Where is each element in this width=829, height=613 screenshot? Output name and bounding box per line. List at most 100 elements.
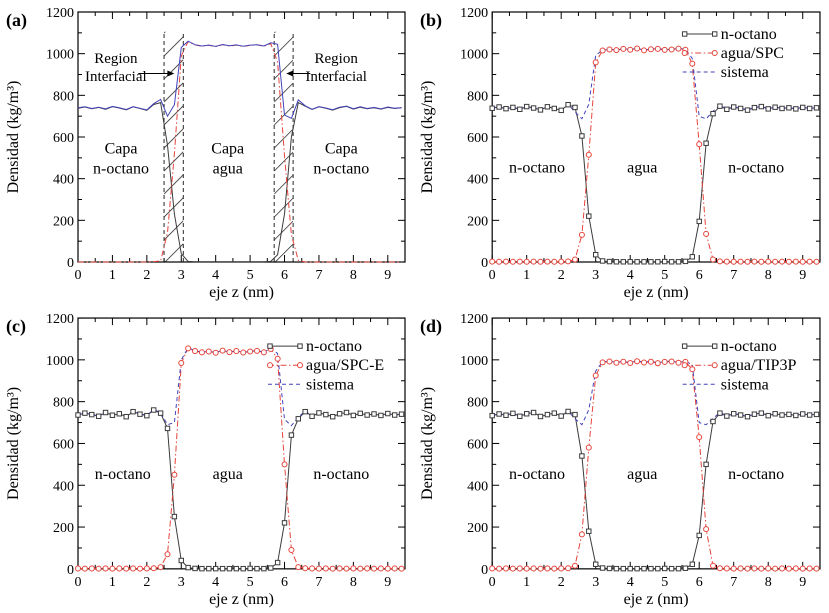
panel-c-chart: 0 1 2 3 4 5 6 7 8 9 0 200 400 600 800 1000 1200 eje z (nm… <box>5 312 406 608</box>
y-tick-label: 400 <box>53 479 74 494</box>
marker-square-octano <box>240 565 246 572</box>
marker-square-octano <box>668 565 675 572</box>
marker-square-octano <box>537 107 544 113</box>
hatch-line <box>164 59 184 80</box>
y-axis-title: Densidad (kg/m³) <box>5 387 22 500</box>
legend-sample-marker <box>681 50 688 56</box>
hatch-line <box>274 128 294 149</box>
marker-circle-agua <box>178 359 185 366</box>
marker-square-octano <box>391 412 398 418</box>
interfacial-annotation: Region <box>94 51 138 67</box>
region-label: agua <box>213 161 243 178</box>
marker-circle-agua <box>627 359 634 366</box>
y-tick-label: 400 <box>467 173 488 188</box>
marker-circle-agua <box>565 258 572 265</box>
marker-circle-agua <box>779 565 786 572</box>
marker-circle-agua <box>489 565 496 572</box>
marker-square-octano <box>261 565 267 572</box>
marker-circle-agua <box>185 345 192 352</box>
marker-square-octano <box>599 565 606 571</box>
region-label: n-octano <box>313 466 369 483</box>
x-axis-title: eje z (nm) <box>209 284 274 301</box>
series-line-octano <box>492 410 817 570</box>
y-tick-label: 800 <box>53 396 74 411</box>
marker-square-octano <box>710 110 716 117</box>
panel-b-chart: 0 1 2 3 4 5 6 7 8 9 0 200 400 600 800 1000 1200 eje z (nm… <box>419 6 821 301</box>
marker-square-octano <box>309 413 315 419</box>
region-label: Capa <box>211 141 244 158</box>
legend-label: agua/TIP3P <box>721 357 797 374</box>
marker-circle-agua <box>537 565 544 572</box>
marker-square-octano <box>503 412 509 418</box>
marker-square-octano <box>724 106 730 112</box>
x-tick-label: 6 <box>696 268 703 283</box>
marker-square-octano <box>558 413 564 419</box>
marker-square-octano <box>758 103 765 110</box>
marker-circle-agua <box>799 258 806 265</box>
marker-circle-agua <box>716 565 723 572</box>
marker-circle-agua <box>640 47 648 54</box>
marker-square-octano <box>489 412 495 419</box>
marker-circle-agua <box>627 46 634 53</box>
marker-square-octano <box>496 411 502 417</box>
marker-square-octano <box>662 258 668 265</box>
legend: n-octano agua/SPC-E sistema <box>267 338 384 393</box>
marker-circle-agua <box>150 565 157 572</box>
marker-circle-agua <box>751 258 758 265</box>
marker-square-octano <box>682 258 689 265</box>
marker-circle-agua <box>489 258 496 265</box>
y-tick-label: 1000 <box>46 354 74 369</box>
x-tick-label: 7 <box>315 575 322 590</box>
marker-circle-agua <box>758 565 765 572</box>
marker-circle-agua <box>585 151 592 158</box>
marker-circle-agua <box>661 358 668 365</box>
marker-square-octano <box>724 413 730 419</box>
marker-square-octano <box>744 107 751 113</box>
marker-square-octano <box>323 411 329 418</box>
y-tick-label: 600 <box>53 131 74 146</box>
legend-label: n-octano <box>721 26 777 43</box>
marker-square-octano <box>579 453 585 459</box>
marker-circle-agua <box>136 565 143 572</box>
y-tick-label: 0 <box>481 256 488 271</box>
marker-square-octano <box>123 413 129 420</box>
marker-square-octano <box>295 416 301 422</box>
marker-circle-agua <box>523 258 530 265</box>
hatch-line <box>274 174 294 195</box>
marker-circle-agua <box>578 531 585 538</box>
marker-square-octano <box>620 565 627 572</box>
hatch-line <box>274 59 294 80</box>
marker-circle-agua <box>710 562 717 569</box>
marker-square-octano <box>357 410 363 417</box>
region-label: n-octano <box>509 159 565 176</box>
y-tick-label: 0 <box>67 563 74 578</box>
marker-circle-agua <box>226 349 233 356</box>
legend-label: agua/SPC-E <box>306 357 384 374</box>
marker-square-octano <box>517 106 523 112</box>
marker-circle-agua <box>806 565 813 572</box>
series-line-agua <box>78 40 402 263</box>
y-tick-label: 200 <box>53 214 74 229</box>
marker-square-octano <box>662 565 668 572</box>
marker-circle-agua <box>813 565 820 572</box>
x-tick-label: 9 <box>799 268 806 283</box>
x-tick-label: 5 <box>247 268 254 283</box>
region-label: Capa <box>105 141 138 158</box>
legend-label: sistema <box>721 376 769 393</box>
legend: n-octano agua/TIP3P sistema <box>681 338 797 393</box>
x-axis-title: eje z (nm) <box>624 591 689 608</box>
marker-square-octano <box>219 565 226 572</box>
panel-a: 0 1 2 3 4 5 6 7 8 9 0 200 400 600 800 1000 1200 eje z (nm… <box>0 0 414 306</box>
marker-square-octano <box>192 565 198 572</box>
region-label: agua <box>213 466 243 483</box>
marker-square-octano <box>489 105 495 111</box>
marker-square-octano <box>510 104 516 111</box>
marker-circle-agua <box>253 347 260 354</box>
x-tick-label: 7 <box>730 268 737 283</box>
marker-square-octano <box>655 565 661 572</box>
marker-square-octano <box>758 410 765 416</box>
x-tick-label: 0 <box>74 575 81 590</box>
y-tick-label: 0 <box>481 562 488 578</box>
marker-square-octano <box>634 565 640 572</box>
